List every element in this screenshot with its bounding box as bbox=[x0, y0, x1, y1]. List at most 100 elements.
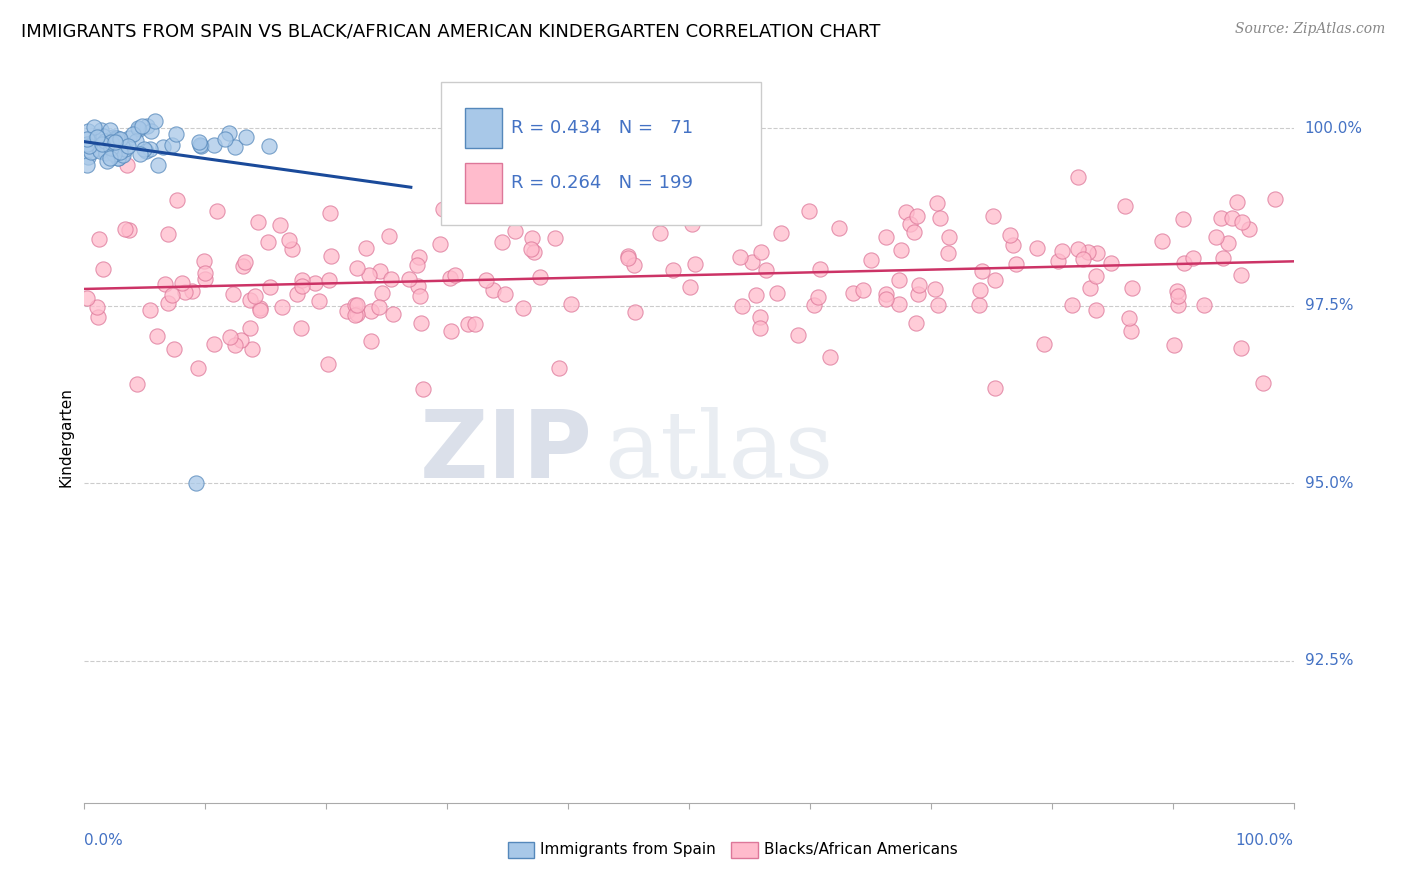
Point bbox=[972, 264, 994, 278]
Point bbox=[160, 287, 183, 301]
Point bbox=[1078, 280, 1101, 294]
Point bbox=[405, 258, 427, 272]
Point bbox=[749, 310, 772, 324]
Point bbox=[1066, 170, 1088, 185]
Point bbox=[104, 135, 127, 149]
Point bbox=[1232, 214, 1254, 228]
Point bbox=[905, 316, 928, 330]
Point bbox=[173, 285, 195, 299]
Point bbox=[544, 230, 567, 244]
Point bbox=[1230, 342, 1253, 356]
Point bbox=[432, 202, 454, 216]
Point bbox=[143, 114, 166, 128]
Point bbox=[281, 243, 304, 257]
Point bbox=[828, 220, 851, 235]
Point bbox=[409, 316, 432, 330]
Point bbox=[1026, 241, 1049, 255]
Point bbox=[304, 276, 326, 290]
Point bbox=[927, 298, 949, 312]
Point bbox=[86, 130, 108, 145]
Point bbox=[755, 262, 778, 277]
Point bbox=[1060, 298, 1083, 312]
Point bbox=[135, 120, 157, 134]
Point bbox=[190, 138, 212, 153]
Point bbox=[86, 301, 108, 315]
Point bbox=[319, 206, 342, 220]
Point bbox=[457, 317, 479, 331]
Point bbox=[905, 209, 928, 223]
Point bbox=[1099, 256, 1122, 270]
Point bbox=[125, 376, 148, 391]
Point bbox=[224, 140, 246, 154]
Point bbox=[818, 350, 841, 364]
Point bbox=[91, 262, 114, 277]
Point bbox=[723, 207, 745, 221]
Point bbox=[1205, 230, 1227, 244]
Point bbox=[98, 152, 121, 166]
Point bbox=[163, 343, 186, 357]
Point bbox=[134, 142, 156, 156]
Point bbox=[842, 286, 865, 301]
Point bbox=[238, 321, 260, 335]
Point bbox=[91, 129, 114, 144]
Point bbox=[243, 289, 266, 303]
Point bbox=[214, 132, 236, 146]
Point bbox=[290, 321, 312, 335]
Point bbox=[89, 144, 111, 158]
Point bbox=[797, 204, 820, 219]
Point bbox=[96, 138, 118, 153]
Point bbox=[114, 222, 136, 236]
Point bbox=[749, 245, 772, 260]
Point bbox=[1121, 280, 1143, 294]
Point bbox=[271, 300, 294, 314]
Point bbox=[924, 282, 946, 296]
Point bbox=[259, 280, 281, 294]
Point bbox=[354, 241, 377, 255]
Point bbox=[246, 215, 269, 229]
Point bbox=[222, 286, 245, 301]
Point bbox=[291, 279, 314, 293]
Point bbox=[1226, 194, 1249, 209]
Point bbox=[548, 360, 571, 375]
Point bbox=[80, 145, 103, 159]
Point bbox=[745, 288, 768, 302]
Point bbox=[1084, 269, 1107, 284]
Point bbox=[1173, 212, 1195, 227]
Point bbox=[491, 235, 513, 249]
Point bbox=[232, 259, 254, 273]
Point bbox=[378, 229, 401, 244]
Point bbox=[86, 134, 108, 148]
Point bbox=[100, 141, 122, 155]
Point bbox=[503, 224, 526, 238]
Point bbox=[249, 302, 271, 317]
Text: ZIP: ZIP bbox=[419, 406, 592, 498]
Point bbox=[156, 295, 179, 310]
Point bbox=[87, 310, 110, 324]
Point bbox=[96, 145, 118, 160]
Point bbox=[135, 144, 157, 158]
Point bbox=[1067, 242, 1090, 256]
Text: atlas: atlas bbox=[605, 407, 834, 497]
Point bbox=[648, 226, 671, 240]
Point bbox=[235, 130, 257, 145]
Point bbox=[76, 123, 98, 137]
Point bbox=[728, 250, 751, 264]
Point bbox=[678, 279, 700, 293]
Point bbox=[96, 153, 118, 168]
Point bbox=[346, 298, 368, 312]
Point bbox=[118, 131, 141, 145]
Text: R = 0.434   N =   71: R = 0.434 N = 71 bbox=[512, 120, 693, 137]
Point bbox=[1167, 298, 1189, 312]
Point bbox=[928, 211, 950, 225]
Point bbox=[998, 227, 1021, 242]
Point bbox=[184, 476, 207, 491]
Point bbox=[115, 158, 138, 172]
Y-axis label: Kindergarten: Kindergarten bbox=[58, 387, 73, 487]
Point bbox=[257, 139, 280, 153]
Text: Immigrants from Spain: Immigrants from Spain bbox=[540, 842, 716, 857]
Point bbox=[321, 249, 343, 263]
Point bbox=[138, 142, 160, 156]
Point bbox=[316, 357, 339, 371]
Text: 100.0%: 100.0% bbox=[1305, 120, 1362, 136]
Point bbox=[194, 272, 217, 286]
